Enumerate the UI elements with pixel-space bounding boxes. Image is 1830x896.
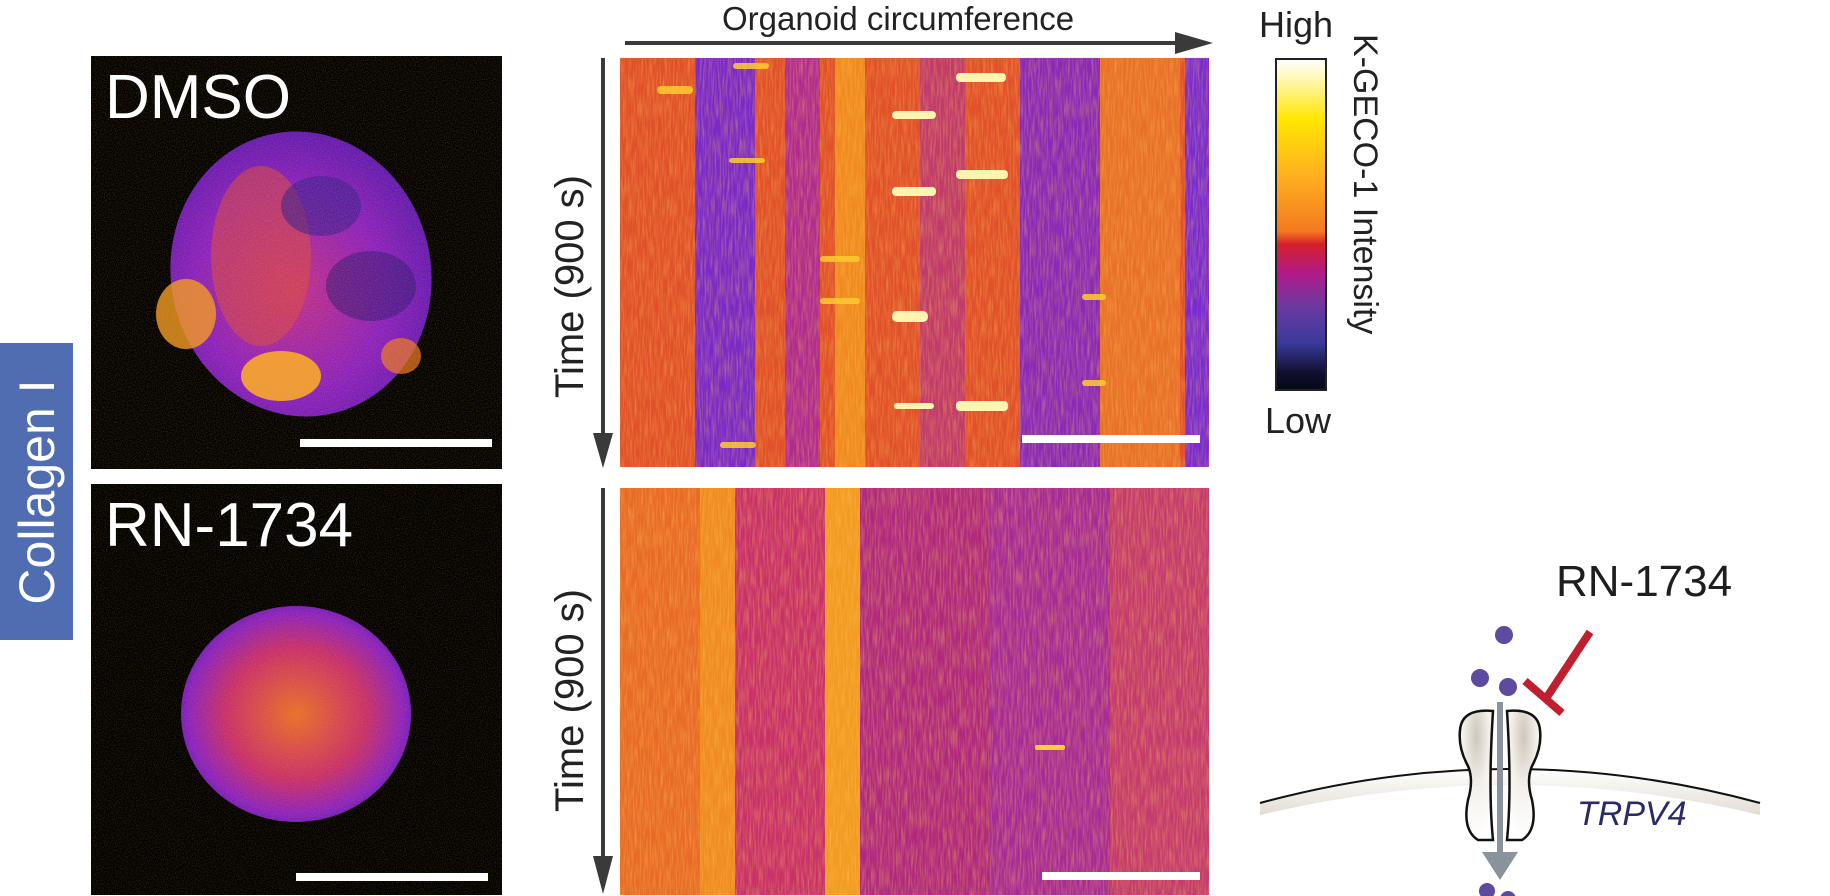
kymograph-dmso (620, 58, 1209, 467)
scale-bar (300, 439, 492, 447)
y-axis-label-top: Time (900 s) (548, 174, 592, 398)
condition-label-rn1734: RN-1734 (105, 491, 354, 560)
colorbar-low-label: Low (1265, 400, 1332, 441)
organoid-rn1734-image (91, 484, 502, 895)
channel-icon (1458, 709, 1542, 842)
micrograph-rn1734: RN-1734 (91, 484, 502, 895)
channel-label: TRPV4 (1577, 795, 1687, 833)
condition-label-dmso: DMSO (105, 63, 291, 132)
organoid-dmso-image (91, 56, 502, 469)
kymograph-rn1734 (620, 488, 1209, 895)
x-axis-arrow-icon (625, 32, 1213, 54)
colorbar-high-label: High (1259, 4, 1334, 45)
y-axis-arrow-icon (593, 58, 613, 468)
kymograph-rn1734-image (620, 488, 1209, 895)
scale-bar (1022, 435, 1200, 443)
scale-bar (1042, 872, 1200, 880)
scale-bar (296, 873, 488, 881)
row-label-text: Collagen I (8, 378, 65, 605)
row-label-collagen: Collagen I (0, 343, 73, 640)
y-axis-label-bottom: Time (900 s) (548, 588, 592, 812)
cell-membrane (1260, 769, 1760, 815)
inhibitor-icon (1522, 629, 1594, 717)
trpv4-schematic (1259, 626, 1761, 896)
colorbar (1275, 58, 1327, 391)
x-axis-label: Organoid circumference (722, 0, 1075, 37)
micrograph-dmso: DMSO (91, 56, 502, 469)
flux-arrowhead-icon (1482, 852, 1518, 880)
colorbar-title: K-GECO-1 Intensity (1346, 34, 1384, 335)
drug-label: RN-1734 (1556, 557, 1733, 606)
ion-icons (1471, 626, 1517, 896)
y-axis-arrow-icon (593, 488, 613, 894)
kymograph-dmso-image (620, 58, 1209, 467)
